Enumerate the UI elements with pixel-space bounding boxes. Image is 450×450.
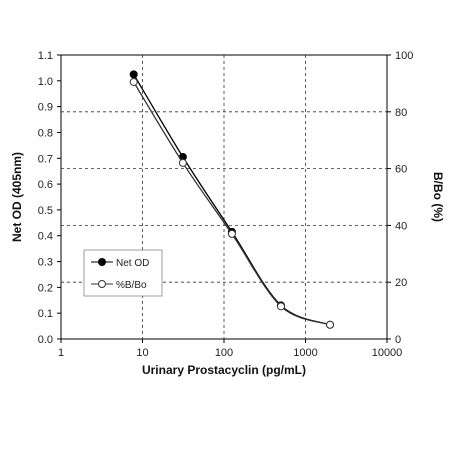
series-layer bbox=[129, 70, 335, 329]
x-tick-label: 100 bbox=[215, 347, 233, 359]
data-point-bbo bbox=[276, 302, 285, 311]
data-point-bbo bbox=[178, 158, 187, 167]
y-tick-label: 1.0 bbox=[38, 76, 53, 88]
x-axis-ticks: 1 10 100 1000 10000 bbox=[58, 339, 402, 359]
y2-tick-label: 40 bbox=[395, 220, 407, 232]
legend-marker-bbo bbox=[98, 280, 106, 288]
y2-tick-label: 0 bbox=[395, 334, 401, 346]
data-point-net-od bbox=[129, 70, 138, 79]
y-tick-label: 0.6 bbox=[38, 179, 53, 191]
x-tick-label: 1000 bbox=[293, 347, 317, 359]
data-point-bbo bbox=[326, 320, 335, 329]
y-tick-label: 0.7 bbox=[38, 153, 53, 165]
legend: Net OD %B/Bo bbox=[83, 249, 163, 297]
y-tick-label: 1.1 bbox=[38, 50, 53, 62]
y2-tick-label: 100 bbox=[395, 50, 413, 62]
y-tick-label: 0.8 bbox=[38, 127, 53, 139]
y-tick-label: 0.4 bbox=[38, 231, 53, 243]
y-tick-label: 0.9 bbox=[38, 102, 53, 114]
y-tick-label: 0.5 bbox=[38, 205, 53, 217]
y2-tick-label: 20 bbox=[395, 277, 407, 289]
y-tick-label: 0.2 bbox=[38, 282, 53, 294]
y2-tick-label: 60 bbox=[395, 164, 407, 176]
legend-label-bbo: %B/Bo bbox=[116, 280, 147, 291]
data-point-bbo bbox=[129, 77, 138, 86]
x-tick-label: 10 bbox=[136, 347, 148, 359]
y2-axis-title: B/Bo (%) bbox=[431, 172, 445, 222]
x-axis-title: Urinary Prostacyclin (pg/mL) bbox=[142, 363, 306, 377]
y2-axis-ticks: 0 20 40 60 80 100 bbox=[387, 50, 413, 346]
y-axis-title: Net OD (405nm) bbox=[10, 152, 24, 242]
y-axis-ticks: 0.0 0.1 0.2 0.3 0.4 0.5 0.6 0.7 0.8 0.9 1.0 1.1 bbox=[38, 50, 61, 346]
y-tick-label: 0.0 bbox=[38, 334, 53, 346]
legend-box bbox=[83, 249, 163, 297]
legend-label-net-od: Net OD bbox=[116, 258, 149, 269]
y-tick-label: 0.3 bbox=[38, 257, 53, 269]
x-tick-label: 1 bbox=[58, 347, 64, 359]
y-tick-label: 0.1 bbox=[38, 308, 53, 320]
y2-tick-label: 80 bbox=[395, 107, 407, 119]
x-tick-label: 10000 bbox=[372, 347, 403, 359]
legend-marker-net-od bbox=[98, 258, 106, 266]
data-point-bbo bbox=[227, 229, 236, 238]
